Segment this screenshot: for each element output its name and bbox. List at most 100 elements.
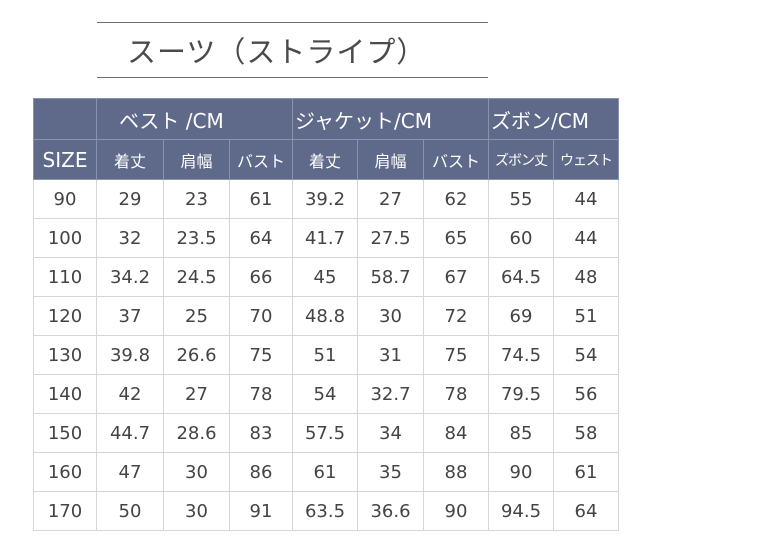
measurement-cell: 51: [553, 296, 619, 336]
measurement-cell: 35: [357, 452, 424, 492]
group-header-vest: ベスト /CM: [96, 98, 293, 140]
measurement-cell: 42: [96, 374, 164, 414]
measurement-cell: 61: [292, 452, 358, 492]
size-cell: 110: [33, 257, 97, 297]
measurement-cell: 88: [423, 452, 489, 492]
measurement-cell: 90: [488, 452, 554, 492]
measurement-cell: 58.7: [357, 257, 424, 297]
column-header: ウェスト: [553, 139, 619, 180]
measurement-cell: 27.5: [357, 218, 424, 258]
corner-cell: [33, 98, 97, 140]
table-row: 140 42 27 78 54 32.7 78 79.5 56: [33, 374, 619, 414]
measurement-cell: 27: [163, 374, 230, 414]
table-row: 90 29 23 61 39.2 27 62 55 44: [33, 179, 619, 219]
table-row: 160 47 30 86 61 35 88 90 61: [33, 452, 619, 492]
table-row: 110 34.2 24.5 66 45 58.7 67 64.5 48: [33, 257, 619, 297]
measurement-cell: 63.5: [292, 491, 358, 531]
column-header: 着丈: [96, 139, 164, 180]
measurement-cell: 67: [423, 257, 489, 297]
title-banner: スーツ（ストライプ）: [97, 22, 488, 78]
measurement-cell: 36.6: [357, 491, 424, 531]
measurement-cell: 23.5: [163, 218, 230, 258]
size-cell: 150: [33, 413, 97, 453]
measurement-cell: 32: [96, 218, 164, 258]
measurement-cell: 58: [553, 413, 619, 453]
measurement-cell: 84: [423, 413, 489, 453]
measurement-cell: 39.8: [96, 335, 164, 375]
measurement-cell: 39.2: [292, 179, 358, 219]
measurement-cell: 30: [357, 296, 424, 336]
measurement-cell: 31: [357, 335, 424, 375]
measurement-cell: 61: [553, 452, 619, 492]
table-row: 170 50 30 91 63.5 36.6 90 94.5 64: [33, 491, 619, 531]
table-row: 130 39.8 26.6 75 51 31 75 74.5 54: [33, 335, 619, 375]
measurement-cell: 64: [229, 218, 293, 258]
measurement-cell: 54: [292, 374, 358, 414]
measurement-cell: 44: [553, 179, 619, 219]
measurement-cell: 85: [488, 413, 554, 453]
measurement-cell: 78: [229, 374, 293, 414]
measurement-cell: 78: [423, 374, 489, 414]
size-cell: 100: [33, 218, 97, 258]
measurement-cell: 51: [292, 335, 358, 375]
measurement-cell: 70: [229, 296, 293, 336]
table-row: 120 37 25 70 48.8 30 72 69 51: [33, 296, 619, 336]
measurement-cell: 44: [553, 218, 619, 258]
measurement-cell: 55: [488, 179, 554, 219]
size-cell: 160: [33, 452, 97, 492]
size-cell: 120: [33, 296, 97, 336]
measurement-cell: 24.5: [163, 257, 230, 297]
measurement-cell: 29: [96, 179, 164, 219]
measurement-cell: 65: [423, 218, 489, 258]
size-chart-table: ベスト /CM ジャケット/CM ズボン/CM SIZE 着丈 肩幅 バスト 着丈 肩幅バ…: [33, 98, 619, 531]
measurement-cell: 30: [163, 491, 230, 531]
measurement-cell: 91: [229, 491, 293, 531]
measurement-cell: 44.7: [96, 413, 164, 453]
measurement-cell: 56: [553, 374, 619, 414]
measurement-cell: 54: [553, 335, 619, 375]
measurement-cell: 23: [163, 179, 230, 219]
measurement-cell: 64: [553, 491, 619, 531]
measurement-cell: 75: [423, 335, 489, 375]
measurement-cell: 34.2: [96, 257, 164, 297]
measurement-cell: 25: [163, 296, 230, 336]
measurement-cell: 74.5: [488, 335, 554, 375]
group-header-jacket: ジャケット/CM: [292, 98, 489, 140]
measurement-cell: 90: [423, 491, 489, 531]
size-cell: 170: [33, 491, 97, 531]
measurement-cell: 47: [96, 452, 164, 492]
measurement-cell: 41.7: [292, 218, 358, 258]
measurement-cell: 27: [357, 179, 424, 219]
measurement-cell: 75: [229, 335, 293, 375]
page-title: スーツ（ストライプ）: [127, 35, 427, 69]
measurement-cell: 79.5: [488, 374, 554, 414]
group-header-pants: ズボン/CM: [488, 98, 619, 140]
size-cell: 90: [33, 179, 97, 219]
measurement-cell: 60: [488, 218, 554, 258]
measurement-cell: 26.6: [163, 335, 230, 375]
measurement-cell: 83: [229, 413, 293, 453]
measurement-cell: 94.5: [488, 491, 554, 531]
table-row: 150 44.7 28.6 83 57.5 34 84 85 58: [33, 413, 619, 453]
column-header: 着丈: [292, 139, 358, 180]
measurement-cell: 72: [423, 296, 489, 336]
measurement-cell: 45: [292, 257, 358, 297]
column-header: 肩幅: [163, 139, 230, 180]
size-cell: 140: [33, 374, 97, 414]
measurement-cell: 69: [488, 296, 554, 336]
measurement-cell: 34: [357, 413, 424, 453]
measurement-cell: 57.5: [292, 413, 358, 453]
measurement-cell: 28.6: [163, 413, 230, 453]
measurement-cell: 66: [229, 257, 293, 297]
column-header: SIZE: [33, 139, 97, 180]
measurement-cell: 62: [423, 179, 489, 219]
measurement-cell: 48.8: [292, 296, 358, 336]
size-cell: 130: [33, 335, 97, 375]
column-header: バスト: [423, 139, 489, 180]
measurement-cell: 86: [229, 452, 293, 492]
column-header: 肩幅: [357, 139, 424, 180]
measurement-cell: 37: [96, 296, 164, 336]
measurement-cell: 50: [96, 491, 164, 531]
measurement-cell: 30: [163, 452, 230, 492]
measurement-cell: 48: [553, 257, 619, 297]
